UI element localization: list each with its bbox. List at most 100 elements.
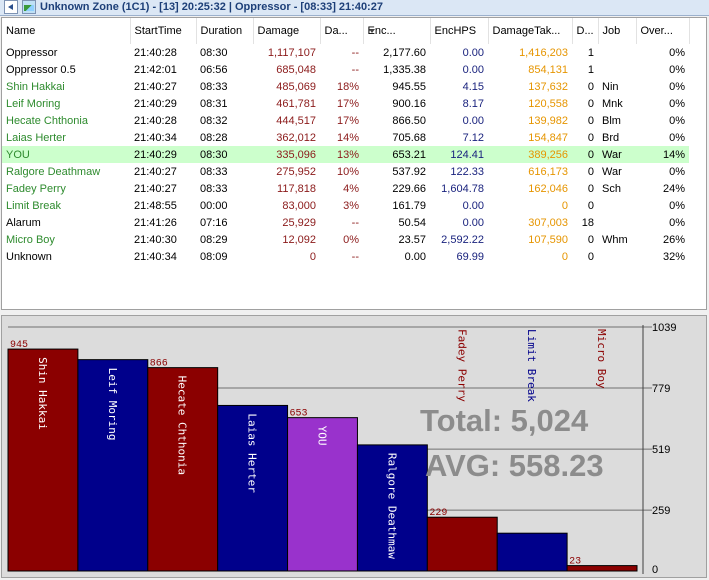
cell-name: Laias Herter	[6, 131, 66, 144]
cell-deaths: 0	[587, 165, 594, 178]
cell-name: Fadey Perry	[6, 182, 66, 195]
cell-enchps: 0.00	[462, 63, 484, 76]
cell-starttime: 21:40:29	[134, 97, 177, 110]
col-header-job[interactable]: Job	[598, 18, 637, 44]
cell-job: Brd	[602, 131, 620, 144]
cell-damagetaken: 389,256	[488, 146, 572, 163]
cell-damagetaken: 0	[561, 250, 568, 263]
table-row[interactable]: Ralgore Deathmaw 21:40:27 08:33 275,952 10% 5…	[2, 163, 689, 180]
back-icon[interactable]	[4, 0, 18, 14]
cell-duration: 00:00	[200, 199, 228, 212]
cell-damage: 12,092	[282, 233, 316, 246]
y-tick-label: 259	[652, 505, 670, 517]
table-row[interactable]: Alarum 21:41:26 07:16 25,929 -- 50.54 0.00 307,…	[2, 214, 689, 231]
cell-deaths: 0	[587, 114, 594, 127]
picture-icon[interactable]	[22, 0, 36, 14]
combatant-table: Name StartTime Duration Damage Da... Enc…	[2, 18, 690, 265]
cell-encdps: 705.68	[392, 131, 426, 144]
splitter[interactable]	[0, 311, 709, 314]
cell-name: Micro Boy	[6, 233, 55, 246]
cell-name: Ralgore Deathmaw	[6, 165, 101, 178]
cell-enchps: 7.12	[462, 131, 484, 144]
col-header-duration[interactable]: Duration	[196, 18, 254, 44]
cell-duration: 06:56	[200, 63, 228, 76]
cell-deaths: 0	[587, 80, 594, 93]
col-header-overheal[interactable]: Over...	[636, 18, 690, 44]
table-row[interactable]: Limit Break 21:48:55 00:00 83,000 3% 161.79 0.…	[2, 197, 689, 214]
col-header-deaths[interactable]: D...	[572, 18, 599, 44]
table-row[interactable]: Shin Hakkai 21:40:27 08:33 485,069 18% 945.55…	[2, 78, 689, 95]
cell-damagetaken: 137,632	[528, 80, 568, 93]
cell-duration: 08:28	[200, 131, 228, 144]
table-row[interactable]: Oppressor 0.5 21:42:01 06:56 685,048 -- 1,335…	[2, 61, 689, 78]
cell-job: Whm	[602, 233, 628, 246]
table-row[interactable]: Leif Moring 21:40:29 08:31 461,781 17% 900.16…	[2, 95, 689, 112]
table-row[interactable]: Micro Boy 21:40:30 08:29 12,092 0% 23.57 2,592…	[2, 231, 689, 248]
col-header-damagetaken[interactable]: DamageTak...	[488, 18, 573, 44]
chart-bar	[496, 532, 568, 572]
cell-enchps: 8.17	[462, 97, 484, 110]
cell-job: Sch	[602, 182, 621, 195]
chart-bar	[77, 359, 149, 572]
col-header-damage[interactable]: Damage	[253, 18, 321, 44]
cell-overheal: 0%	[669, 63, 685, 76]
y-tick-label: 1039	[652, 322, 676, 334]
cell-damage-pct: --	[351, 63, 359, 76]
cell-job	[598, 44, 636, 61]
cell-name: Hecate Chthonia	[6, 114, 88, 127]
cell-starttime: 21:41:26	[134, 216, 177, 229]
chart-bar	[7, 348, 79, 572]
cell-damage: 485,069	[276, 80, 316, 93]
cell-damage-pct: --	[351, 250, 359, 263]
bar-value-label: 866	[150, 359, 168, 370]
table-row[interactable]: Laias Herter 21:40:34 08:28 362,012 14% 705.6…	[2, 129, 689, 146]
cell-encdps: 900.16	[392, 97, 426, 110]
bar-category-label: Shin Hakkai	[36, 357, 49, 430]
col-header-enchps[interactable]: EncHPS	[430, 18, 489, 44]
cell-starttime: 21:40:27	[134, 165, 177, 178]
cell-starttime: 21:40:27	[134, 182, 177, 195]
cell-encdps: 50.54	[398, 216, 426, 229]
cell-job	[598, 197, 636, 214]
cell-damagetaken: 107,590	[528, 233, 568, 246]
cell-damage-pct: 17%	[336, 114, 359, 127]
cell-duration: 08:30	[196, 146, 253, 163]
cell-damage: 335,096	[253, 146, 320, 163]
cell-name: Oppressor	[6, 46, 58, 59]
cell-overheal: 0%	[669, 114, 685, 127]
cell-overheal: 0%	[669, 80, 685, 93]
total-label: Total: 5,024	[420, 403, 589, 438]
cell-damage: 461,781	[276, 97, 316, 110]
bar-value-label: 945	[10, 340, 28, 351]
cell-duration: 08:33	[200, 182, 228, 195]
col-header-starttime[interactable]: StartTime	[130, 18, 197, 44]
title-bar: Unknown Zone (1C1) - [13] 20:25:32 | Opp…	[0, 0, 709, 16]
cell-damagetaken: 307,003	[528, 216, 568, 229]
y-tick-label: 519	[652, 444, 670, 456]
col-header-name[interactable]: Name	[2, 18, 131, 44]
col-header-encdps[interactable]: Enc...	[363, 18, 431, 44]
col-header-damage-pct[interactable]: Da...	[320, 18, 364, 44]
cell-damage: 83,000	[282, 199, 316, 212]
cell-damage-pct: 18%	[336, 80, 359, 93]
cell-overheal: 0%	[669, 165, 685, 178]
table-row[interactable]: Hecate Chthonia 21:40:28 08:32 444,517 17% 86…	[2, 112, 689, 129]
chart-bar	[147, 367, 219, 572]
cell-starttime: 21:40:28	[134, 46, 177, 59]
cell-damagetaken: 616,173	[528, 165, 568, 178]
table-row[interactable]: Fadey Perry 21:40:27 08:33 117,818 4% 229.66 1…	[2, 180, 689, 197]
bar-category-label: Hecate Chthonia	[176, 376, 189, 475]
cell-damage-pct: 17%	[336, 97, 359, 110]
y-tick-label: 0	[652, 564, 658, 576]
table-row[interactable]: Oppressor 21:40:28 08:30 1,117,107 -- 2,177.6…	[2, 44, 689, 61]
chart-bar	[217, 404, 289, 572]
table-row[interactable]: Unknown 21:40:34 08:09 0 -- 0.00 69.99 0 0 32%	[2, 248, 689, 265]
cell-damage-pct: 10%	[336, 165, 359, 178]
cell-name: Shin Hakkai	[6, 80, 65, 93]
table-row[interactable]: YOU 21:40:29 08:30 335,096 13% 653.21 124.41 38…	[2, 146, 689, 163]
cell-duration: 08:33	[200, 165, 228, 178]
cell-enchps: 1,604.78	[441, 182, 484, 195]
cell-starttime: 21:40:34	[134, 250, 177, 263]
cell-enchps: 0.00	[462, 199, 484, 212]
